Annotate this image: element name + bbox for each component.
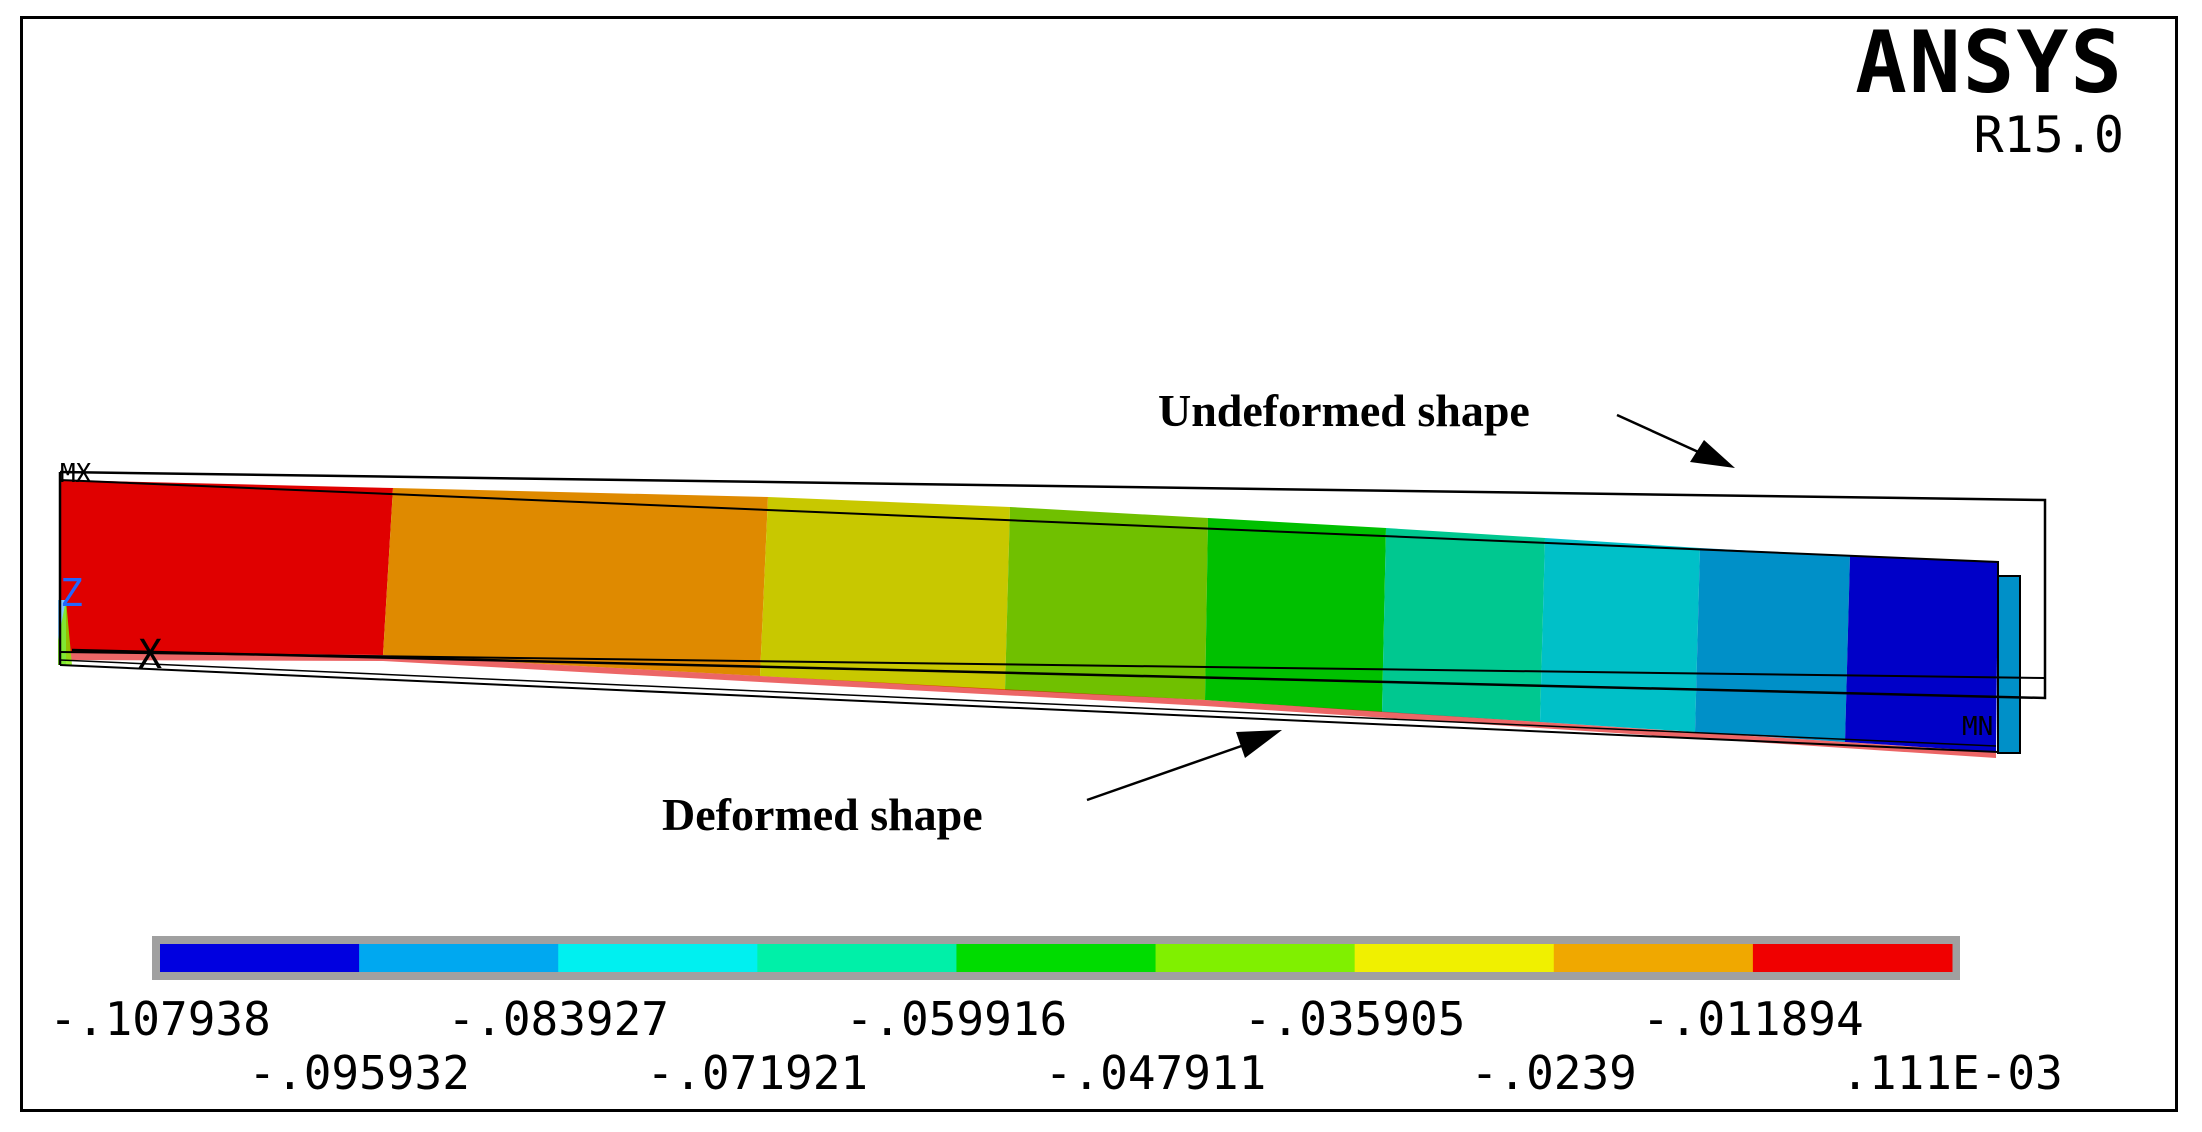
- legend-bottom-tick-label: .111E-03: [1841, 1046, 2063, 1100]
- legend-swatch: [359, 944, 559, 972]
- legend-bottom-tick-label: -.047911: [1044, 1046, 1267, 1100]
- max-marker: MX: [60, 459, 92, 489]
- beam-contour: [60, 480, 1998, 752]
- undeformed-outline: [59, 470, 2047, 700]
- band-7: [1540, 538, 1700, 732]
- deformed-mid-line: [59, 651, 2046, 679]
- legend-swatch: [160, 944, 360, 972]
- legend-swatch: [956, 944, 1157, 972]
- legend-bottom-tick-label: -.095932: [248, 1046, 470, 1100]
- legend-swatch: [558, 944, 758, 972]
- legend-top-tick-label: -.083927: [447, 992, 669, 1046]
- axis-z-label: Z: [60, 571, 83, 615]
- deformed-outline: [59, 479, 1999, 754]
- band-4: [1005, 507, 1208, 700]
- band-9: [1845, 556, 1998, 752]
- fixed-support-edge: [58, 600, 72, 665]
- band-8: [1695, 548, 1850, 742]
- deformed-arrow: [1086, 730, 1282, 802]
- beam-end-cap: [1997, 575, 2021, 754]
- min-marker: MN: [1962, 712, 1993, 742]
- legend-colorbar: [152, 936, 1960, 980]
- deformed-lower-line: [59, 659, 1997, 747]
- deformed-label: Deformed shape: [662, 789, 983, 840]
- ansys-logo: ANSYS R15.0: [1855, 20, 2124, 163]
- brand-name: ANSYS: [1855, 13, 2124, 113]
- band-3: [760, 497, 1010, 690]
- legend-bottom-tick-label: -.071921: [646, 1046, 869, 1100]
- band-5: [1205, 518, 1386, 712]
- legend-top-tick-label: -.011894: [1642, 992, 1864, 1046]
- legend-swatch: [757, 944, 957, 972]
- band-1: [60, 480, 393, 655]
- legend-swatch: [1155, 944, 1356, 972]
- band-2: [383, 488, 768, 676]
- legend-swatch: [1553, 944, 1754, 972]
- axis-x-label: X: [138, 632, 162, 678]
- legend-top-tick-label: -.059916: [845, 992, 1068, 1046]
- band-6: [1382, 528, 1545, 722]
- brand-release: R15.0: [1973, 106, 2124, 164]
- legend-swatch: [1354, 944, 1555, 972]
- legend-bottom-tick-label: -.0239: [1470, 1046, 1637, 1100]
- undeformed-arrow: [1616, 413, 1735, 468]
- legend-swatch: [1752, 944, 1953, 972]
- legend-top-tick-label: -.107938: [49, 992, 271, 1046]
- legend-top-tick-label: -.035905: [1243, 992, 1466, 1046]
- undeformed-label: Undeformed shape: [1158, 385, 1530, 436]
